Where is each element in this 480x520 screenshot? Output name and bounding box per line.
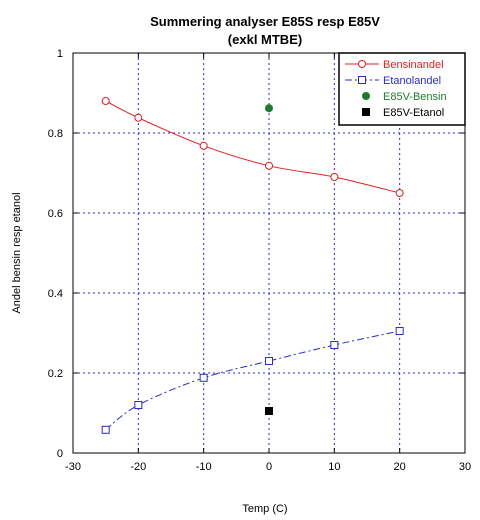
point-marker [265,407,273,415]
chart-title: Summering analyser E85S resp E85V [150,14,380,29]
y-tick-label: 0.4 [48,288,63,300]
point-marker [134,401,143,409]
legend-item: Etanolandel [345,75,441,87]
legend-item: E85V-Bensin [362,91,447,103]
series-e85v-etanol [265,407,273,415]
x-axis-label: Temp (C) [242,503,287,515]
point-marker [395,327,404,335]
y-tick-label: 0.6 [48,208,63,220]
series-line [105,330,400,431]
y-tick-label: 0.8 [48,128,63,140]
tick-labels: -30 -20 -10 0 10 20 30 0 0.2 0.4 0.6 0.8 1 [48,48,471,473]
point-marker [265,104,273,113]
point-marker [101,97,110,105]
point-marker [330,341,339,349]
point-marker [101,425,110,434]
y-axis-label: Andel bensin resp etanol [11,192,23,313]
point-marker [362,108,370,116]
axis-ticks [72,52,466,454]
point-marker [265,161,273,170]
legend-label: E85V-Bensin [383,91,447,103]
chart-subtitle: (exkl MTBE) [228,32,302,47]
series-etanolandel [101,327,404,434]
point-marker [330,173,339,181]
x-tick-label: -20 [130,461,146,473]
grid [73,53,465,453]
point-marker [395,189,404,197]
x-tick-label: 10 [328,461,340,473]
y-tick-label: 1 [57,48,63,60]
legend-label: E85V-Etanol [383,107,444,119]
series-bensinandel [101,97,404,197]
x-tick-label: 0 [266,461,272,473]
point-marker [199,373,208,382]
x-tick-label: -10 [196,461,212,473]
point-marker [199,141,208,150]
legend-label: Bensinandel [383,59,444,71]
x-tick-label: 20 [394,461,406,473]
point-marker [134,113,143,122]
point-marker [362,92,370,100]
y-tick-label: 0 [57,448,63,460]
legend-item: Bensinandel [345,59,444,71]
legend-label: Etanolandel [383,75,441,87]
x-tick-label: 30 [459,461,471,473]
point-marker [358,76,366,84]
point-marker [358,60,366,68]
series-e85v-bensin [265,104,273,113]
point-marker [265,357,273,365]
x-tick-label: -30 [65,461,81,473]
legend-item: E85V-Etanol [362,107,444,119]
legend: Bensinandel Etanolandel E85V-Bensin E85V-Et… [338,52,466,126]
y-tick-label: 0.2 [48,368,63,380]
series-group [101,97,404,434]
